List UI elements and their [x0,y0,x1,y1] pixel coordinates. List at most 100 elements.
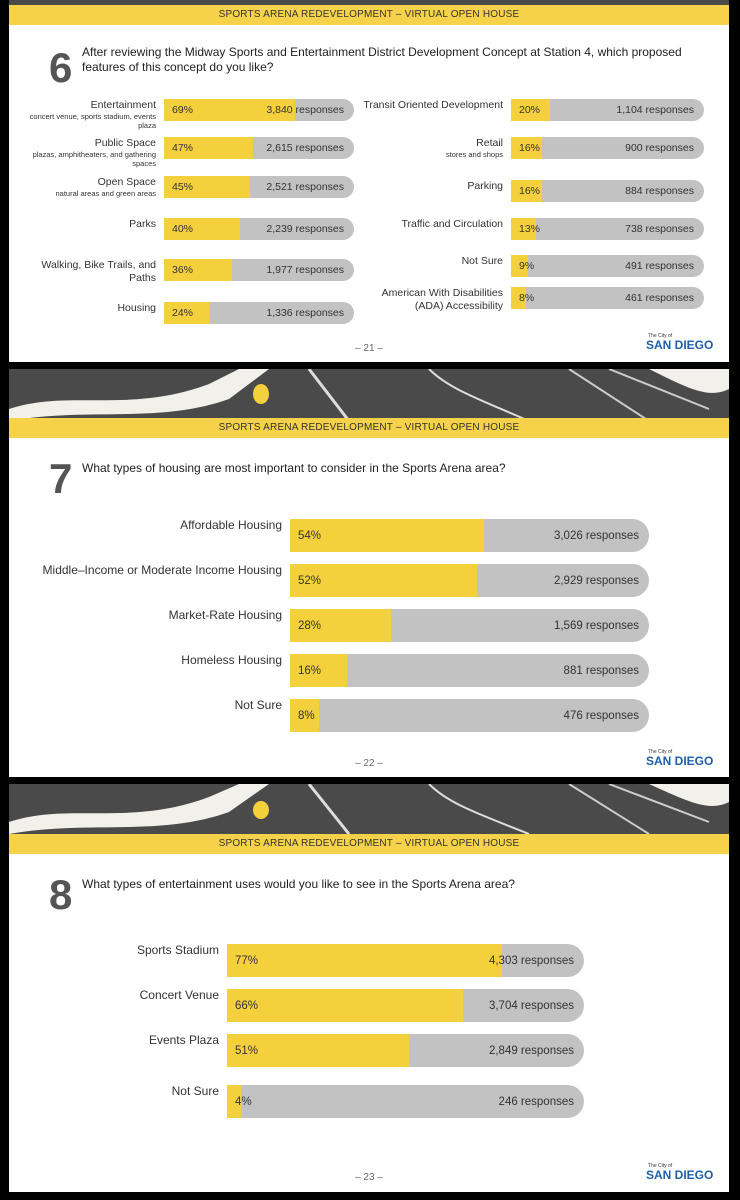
bar-label: Sports Stadium [19,944,219,957]
bar-track: 13% 738 responses [511,218,704,240]
bar-responses: 2,239 responses [266,223,344,235]
bar-percent: 54% [298,529,322,542]
bar-percent: 13% [519,223,541,235]
bar-label: Transit Oriented Development [363,99,503,112]
bar-track: 52% 2,929 responses [290,564,649,597]
page-number: – 22 – [355,758,383,769]
bar-responses: 900 responses [625,142,694,154]
bar-label: Concert Venue [19,989,219,1002]
bar-percent: 69% [172,104,194,116]
bar-responses: 491 responses [625,260,694,272]
bar-track: 16% 900 responses [511,137,704,159]
bar-track: 77% 4,303 responses [227,944,584,977]
bar-label-text: Walking, Bike Trails, and Paths [41,259,156,284]
bar-label-text: Parks [129,218,156,230]
bar-label: Homeless Housing [12,654,282,667]
map-header-image [9,369,729,421]
bar-sublabel: stores and shops [445,150,503,159]
banner: SPORTS ARENA REDEVELOPMENT – VIRTUAL OPE… [9,5,729,25]
bar-percent: 20% [519,104,541,116]
bar-track: 45% 2,521 responses [164,176,354,198]
bar-responses: 461 responses [625,292,694,304]
bar-row: Not Sure 4% 246 responses [172,1085,584,1118]
bar-percent: 24% [172,307,194,319]
map-header-image [9,0,729,8]
bar-label: Walking, Bike Trails, and Paths [16,259,156,285]
bar-percent: 16% [298,664,322,677]
bar-track: 16% 881 responses [290,654,649,687]
bar-fill [290,654,348,687]
bar-responses: 1,104 responses [616,104,694,116]
bar-row: Not Sure 9% 491 responses [462,255,704,277]
bar-responses: 2,615 responses [266,142,344,154]
bar-label: Market-Rate Housing [12,609,282,622]
bar-percent: 28% [298,619,322,632]
bar-row: Parking 16% 884 responses [467,180,704,202]
bar-label: Retail stores and shops [363,137,503,159]
bar-label: Housing [16,302,156,315]
page-number: – 23 – [355,1172,383,1183]
bar-responses: 2,521 responses [266,181,344,193]
map-illustration [9,369,729,421]
bar-label-text: Affordable Housing [180,518,282,532]
logo-small-text: The City of [648,333,673,339]
bar-track: 24% 1,336 responses [164,302,354,324]
bar-responses: 881 responses [563,664,639,677]
bar-track: 54% 3,026 responses [290,519,649,552]
san-diego-logo: The City of SAN DIEGO [646,1163,713,1181]
bar-fill [511,99,550,121]
bar-responses: 3,840 responses [266,104,344,116]
bar-percent: 16% [519,185,541,197]
bar-track: 66% 3,704 responses [227,989,584,1022]
bar-label: Open Space natural areas and green areas [16,176,157,198]
bar-percent: 77% [235,954,259,967]
question-text: What types of housing are most important… [82,461,506,475]
bar-responses: 1,569 responses [553,619,639,632]
bar-fill [511,255,529,277]
bar-sublabel: plazas, amphitheaters, and gathering spa… [32,150,156,168]
bar-responses: 3,704 responses [488,999,574,1012]
bar-fill [164,218,240,240]
bar-fill [290,609,391,642]
question-text: After reviewing the Midway Sports and En… [82,45,682,74]
bar-label-text: Retail [476,137,503,149]
bar-fill [227,1034,410,1067]
bar-label-text: Events Plaza [148,1033,219,1047]
bar-label-text: Public Space [94,137,156,149]
bar-fill [164,302,210,324]
bar-percent: 47% [172,142,194,154]
bar-label-text: Entertainment [90,99,156,111]
bar-label: Entertainment concert venue, sports stadi… [16,99,156,130]
bar-row: Transit Oriented Development 20% 1,104 res… [363,99,704,121]
bar-track: 4% 246 responses [227,1085,584,1118]
bar-row: Open Space natural areas and green areas 4… [56,176,354,198]
bar-row: American With Disabilities (ADA) Accessi… [382,287,704,312]
bar-percent: 52% [298,574,322,587]
bar-row: Affordable Housing 54% 3,026 responses [180,519,649,552]
bar-responses: 2,849 responses [488,1044,574,1057]
bar-row: Market-Rate Housing 28% 1,569 responses [169,609,649,642]
bar-track: 20% 1,104 responses [511,99,704,121]
bar-label-text: Concert Venue [139,988,219,1002]
bar-fill [227,1085,242,1118]
bar-label-text: Market-Rate Housing [168,608,282,622]
bar-percent: 8% [519,292,535,304]
bar-label-text: American With Disabilities (ADA) Accessi… [381,287,503,312]
logo-name: SAN DIEGO [646,754,714,768]
bar-responses: 2,929 responses [553,574,639,587]
logo-name: SAN DIEGO [646,1168,714,1182]
bar-label-text: Parking [467,180,503,192]
bar-label-text: Not Sure [461,255,503,267]
page-number: – 21 – [355,343,383,354]
question-number: 6 [49,44,73,91]
bar-percent: 9% [519,260,535,272]
bar-track: 47% 2,615 responses [164,137,354,159]
question-number: 7 [49,455,73,502]
bar-label: Not Sure [363,255,503,268]
bar-label: Public Space plazas, amphitheaters, and g… [16,137,156,168]
bar-label-text: Transit Oriented Development [363,99,503,111]
slide-page-21: SPORTS ARENA REDEVELOPMENT – VIRTUAL OPE… [9,0,729,362]
bar-responses: 246 responses [498,1095,574,1108]
bar-track: 8% 461 responses [511,287,704,309]
bar-percent: 40% [172,223,194,235]
